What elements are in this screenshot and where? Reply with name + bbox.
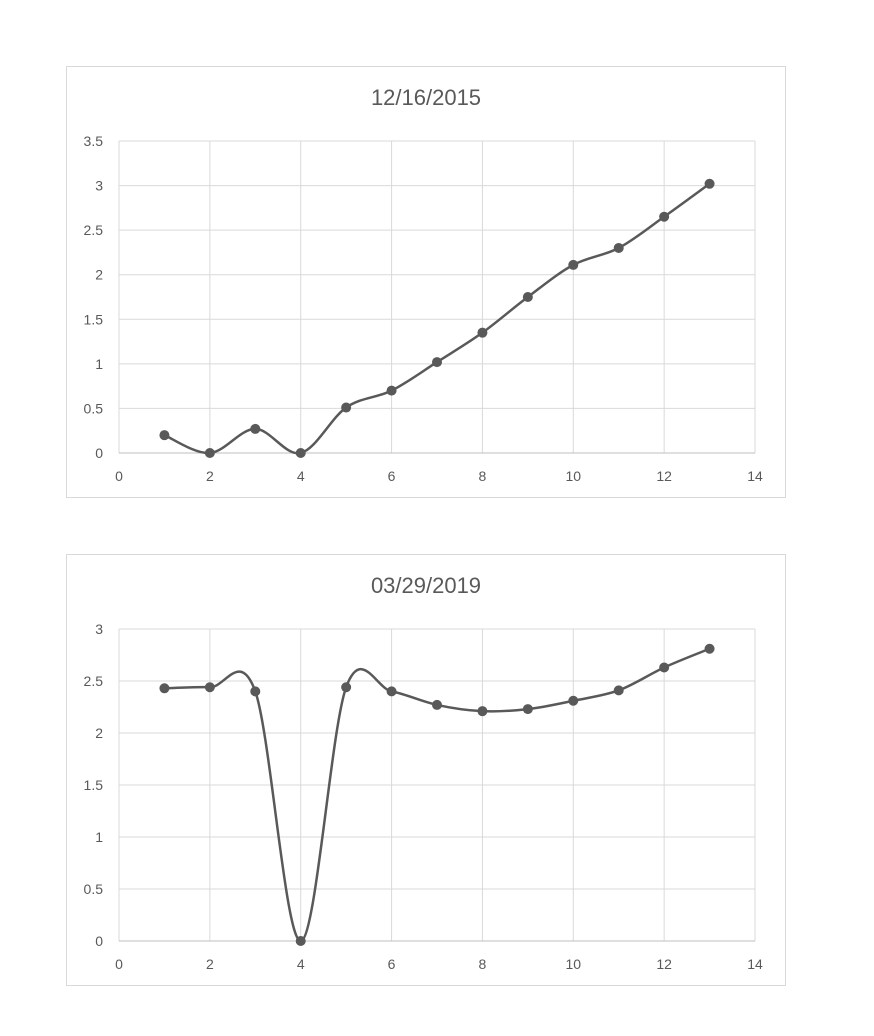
data-point [704,643,715,654]
x-tick-label: 14 [747,468,763,484]
x-tick-label: 12 [656,468,672,484]
y-tick-label: 1 [95,356,103,372]
y-tick-label: 1.5 [84,777,104,793]
y-tick-label: 0.5 [84,881,104,897]
x-tick-label: 8 [479,956,487,972]
chart-plot-2: 0 2 4 6 8 10 12 14 0 0.5 1 1.5 2 2.5 3 [84,621,763,972]
data-point [613,685,624,696]
y-tick-label: 0 [95,933,103,949]
data-point [522,292,533,302]
x-tick-label: 12 [656,956,672,972]
y-tick-label: 1 [95,829,103,845]
x-tick-label: 2 [206,468,214,484]
data-point [341,402,352,413]
x-tick-label: 14 [747,956,763,972]
series-line [163,182,711,455]
x-tick-label: 0 [115,956,123,972]
x-tick-label: 6 [388,956,396,972]
y-tick-label: 3 [95,178,103,194]
x-tick-label: 6 [388,468,396,484]
x-tick-label: 2 [206,956,214,972]
data-point [295,936,306,946]
chart-title: 03/29/2019 [370,573,482,598]
data-point [432,699,442,710]
data-point [704,178,715,189]
data-point [250,686,261,697]
chart-panel-2: 03/29/2019 0 2 4 6 8 10 12 14 0 0.5 1 1.5 2 2.5 3 [66,554,786,986]
y-tick-label: 2.5 [84,222,104,238]
data-point [568,695,579,706]
x-tick-label: 10 [565,956,581,972]
x-tick-label: 4 [297,468,305,484]
chart-title: 12/16/2015 [370,85,482,110]
x-tick-label: 0 [115,468,123,484]
data-point [204,682,215,693]
data-point [522,704,533,715]
data-point [477,327,488,338]
data-point [477,706,488,717]
series-line [164,647,711,943]
y-tick-label: 0 [95,445,103,461]
data-point [432,357,442,368]
data-point [295,448,306,458]
data-point [250,423,261,434]
y-tick-label: 0.5 [84,400,104,416]
data-point [613,242,624,253]
data-point [659,662,670,673]
y-tick-label: 2 [95,267,103,283]
chart-panel-1: 12/16/2015 0 2 4 6 8 10 12 14 0 0.5 1 1.5 2 2.5 3 3.5 [66,66,786,498]
data-point [386,385,397,396]
x-tick-label: 8 [479,468,487,484]
data-point [386,686,397,697]
data-point [568,259,579,270]
y-tick-label: 1.5 [84,311,104,327]
x-tick-label: 4 [297,956,305,972]
data-point [204,448,215,458]
data-point [159,430,170,441]
data-point [341,682,352,693]
data-point [659,211,670,222]
y-tick-label: 2 [95,725,103,741]
y-tick-label: 3.5 [84,133,104,149]
y-tick-label: 3 [95,621,103,637]
data-point [159,683,170,694]
chart-plot-1: 0 2 4 6 8 10 12 14 0 0.5 1 1.5 2 2.5 3 3.5 [84,133,763,484]
y-tick-label: 2.5 [84,673,104,689]
x-tick-label: 10 [565,468,581,484]
